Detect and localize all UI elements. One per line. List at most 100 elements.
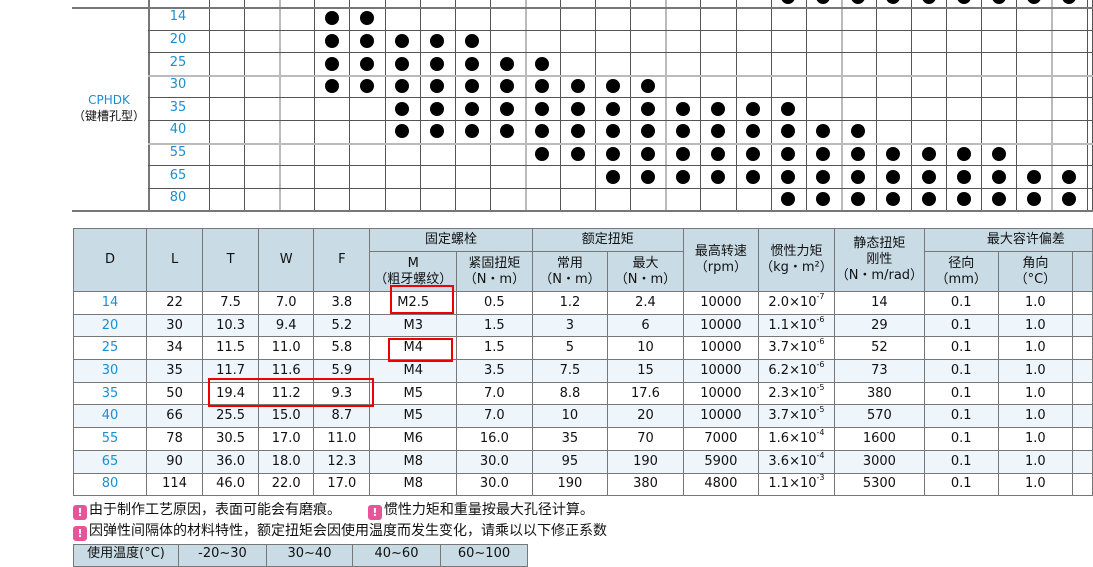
cell-f: 3.8 — [313, 291, 371, 315]
cell-inertia: 1.6×10-4 — [757, 427, 835, 451]
cell-l: 90 — [146, 449, 204, 474]
grid-line — [1051, 0, 1054, 211]
dot-marker — [1026, 192, 1041, 207]
dot-marker — [430, 56, 445, 71]
dot-marker — [640, 79, 655, 94]
cell-st: 14 — [833, 291, 925, 315]
dot-marker — [430, 33, 445, 48]
grid-line — [840, 0, 843, 211]
dot-marker — [781, 169, 796, 184]
dot-marker — [465, 124, 480, 139]
cell-x — [1072, 449, 1093, 474]
cell-m: M5 — [369, 404, 458, 429]
table-row: 40 66 25.5 15.0 8.7 M5 7.0 10 20 10000 3.7×10-5 570… — [72, 404, 1093, 429]
cell-x — [1072, 336, 1093, 361]
dot-marker — [746, 169, 761, 184]
cell-t: 11.5 — [202, 336, 260, 361]
cell-tq: 7.0 — [456, 404, 533, 429]
dot-marker — [500, 101, 515, 116]
cell-t: 46.0 — [202, 472, 260, 497]
cell-rm: 20 — [607, 404, 684, 429]
header-stiffness: 静态扭矩 刚性 （N・m/rad） — [833, 228, 925, 292]
grid-line — [981, 0, 983, 211]
cell-rpm: 10000 — [682, 359, 759, 383]
dot-marker — [1061, 169, 1076, 184]
cell-rpm: 10000 — [682, 381, 759, 406]
dot-marker — [359, 56, 374, 71]
dot-marker — [710, 101, 725, 116]
cell-t: 7.5 — [202, 291, 260, 315]
grid-line — [735, 0, 737, 211]
cell-rpm: 10000 — [682, 404, 759, 429]
table-row: 25 34 11.5 11.0 5.8 M4 1.5 5 10 10000 3.7×10-6 52 0.… — [72, 336, 1093, 361]
temperature-table: 使用温度(°C) -20~30 30~40 40~60 60~100 — [73, 544, 528, 567]
cell-rad: 0.1 — [923, 427, 999, 451]
grid-line — [946, 0, 948, 211]
bolt-m-sub: （粗牙螺纹） — [374, 271, 453, 287]
header-extra — [1072, 251, 1093, 292]
inertia-mantissa: 1.1×10 — [768, 317, 817, 333]
model-code: CPHDK — [88, 93, 130, 107]
cell-rad: 0.1 — [923, 336, 999, 361]
cell-t: 11.7 — [202, 359, 260, 383]
cell-w: 18.0 — [258, 449, 315, 474]
dot-marker — [851, 0, 866, 4]
cell-tq: 7.0 — [456, 381, 533, 406]
cell-t: 10.3 — [202, 313, 260, 338]
radial-title: 径向 — [948, 255, 975, 271]
dot-marker — [886, 192, 901, 207]
cell-d: 65 — [72, 449, 148, 474]
dot-marker — [921, 169, 936, 184]
dot-marker — [675, 169, 690, 184]
rated-max-unit: （N・m） — [614, 271, 677, 287]
cell-tq: 0.5 — [456, 291, 533, 315]
cell-d: 55 — [72, 427, 148, 451]
temp-range: -20~30 — [178, 544, 267, 567]
header-tolerance: 最大容许偏差 — [923, 228, 1093, 252]
dot-marker — [395, 56, 410, 71]
spec-table: D L T W F 固定螺栓 额定扭矩 最高转速 （rpm） 惯性力矩 （kg・m²… — [72, 228, 1093, 497]
dot-marker — [781, 192, 796, 207]
grid-row-label: 14 — [169, 9, 187, 25]
grid-row-label: 65 — [169, 167, 187, 183]
inertia-exponent: -6 — [816, 314, 825, 324]
dot-marker — [781, 124, 796, 139]
cell-rpm: 5900 — [682, 449, 759, 474]
header-speed: 最高转速 （rpm） — [682, 228, 759, 292]
cell-f: 8.7 — [313, 404, 371, 429]
header-bolt-m: M （粗牙螺纹） — [369, 251, 458, 292]
cell-st: 570 — [833, 404, 925, 429]
dot-marker — [886, 146, 901, 161]
dot-marker — [465, 101, 480, 116]
header-inertia: 惯性力矩 （kg・m²） — [757, 228, 835, 292]
cell-f: 5.8 — [313, 336, 371, 361]
cell-rn: 10 — [531, 404, 609, 429]
note-1: 由于制作工艺原因，表面可能会有磨痕。 — [89, 502, 341, 518]
bolt-m: M — [407, 255, 419, 271]
cell-rm: 2.4 — [607, 291, 684, 315]
cell-ang: 1.0 — [997, 427, 1074, 451]
table-row: 14 22 7.5 7.0 3.8 M2.5 0.5 1.2 2.4 10000 2.0×10-7 1… — [72, 291, 1093, 315]
dot-marker — [465, 56, 480, 71]
dot-marker — [640, 101, 655, 116]
cell-ang: 1.0 — [997, 291, 1074, 315]
dot-marker — [781, 101, 796, 116]
cell-ang: 1.0 — [997, 336, 1074, 361]
dot-marker — [395, 101, 410, 116]
grid-line — [419, 0, 421, 211]
cell-d: 14 — [72, 291, 148, 315]
dot-marker — [710, 124, 725, 139]
cell-inertia: 1.1×10-3 — [757, 472, 835, 497]
cell-rn: 190 — [531, 472, 609, 497]
cell-rm: 380 — [607, 472, 684, 497]
dot-marker — [640, 146, 655, 161]
grid-line — [1016, 0, 1018, 211]
cell-m: M8 — [369, 472, 458, 497]
table-row: 65 90 36.0 18.0 12.3 M8 30.0 95 190 5900 3.6×10-4 3… — [72, 449, 1093, 474]
header-tighten: 紧固扭矩 （N・m） — [456, 251, 533, 292]
grid-line — [595, 0, 597, 211]
dot-marker — [570, 101, 585, 116]
dot-marker — [1061, 192, 1076, 207]
dot-marker — [816, 124, 831, 139]
dot-marker — [816, 169, 831, 184]
